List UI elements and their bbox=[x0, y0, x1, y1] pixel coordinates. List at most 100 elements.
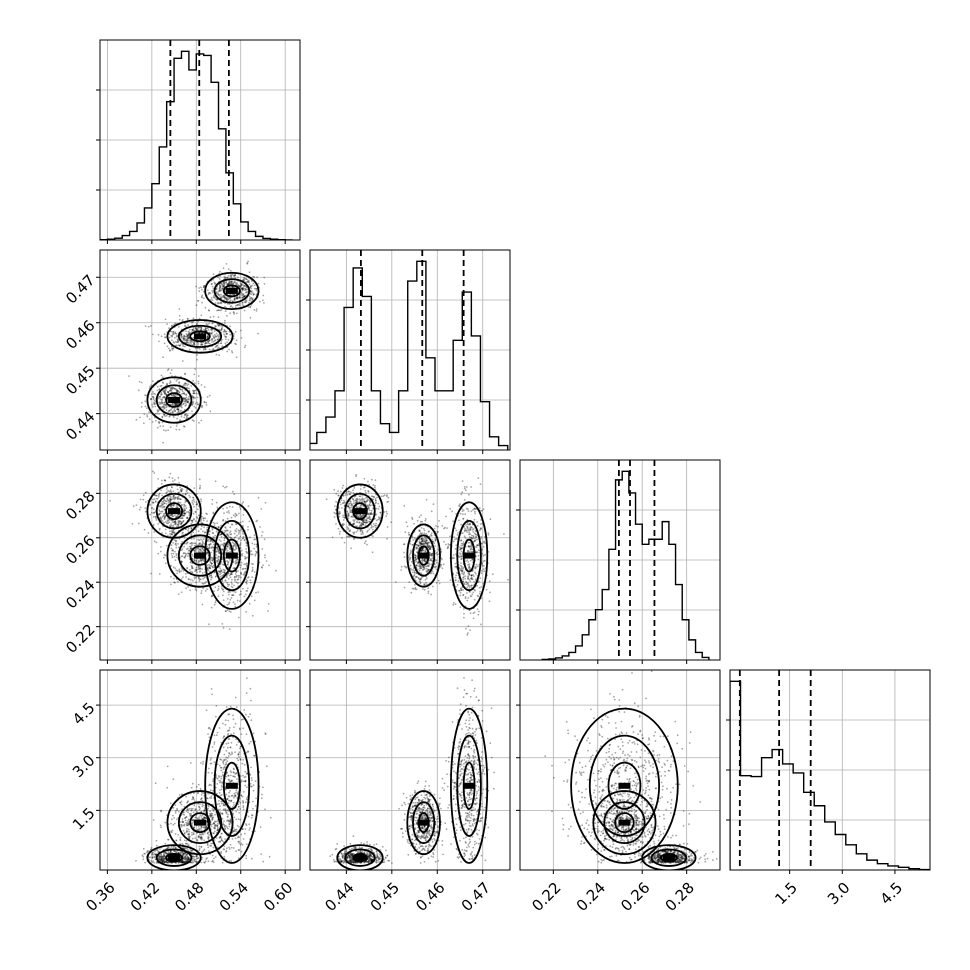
sample-point bbox=[172, 504, 175, 507]
sample-point bbox=[152, 395, 155, 398]
sample-point bbox=[179, 498, 182, 501]
sample-point bbox=[162, 441, 165, 444]
sample-point bbox=[463, 616, 465, 619]
sample-point bbox=[164, 392, 166, 395]
sample-point bbox=[419, 542, 422, 545]
sample-point bbox=[245, 300, 248, 303]
sample-point bbox=[360, 525, 363, 527]
sample-point bbox=[195, 569, 198, 572]
sample-point bbox=[160, 546, 162, 548]
sample-point bbox=[343, 541, 346, 544]
sample-point bbox=[463, 582, 465, 585]
sample-point bbox=[231, 578, 233, 581]
sample-point bbox=[186, 414, 188, 417]
sample-point bbox=[180, 334, 183, 337]
sample-point bbox=[425, 536, 428, 539]
sample-point bbox=[358, 500, 361, 503]
sample-point bbox=[184, 552, 187, 555]
sample-point bbox=[158, 513, 161, 516]
sample-point bbox=[263, 283, 266, 285]
sample-point bbox=[367, 517, 370, 519]
sample-point bbox=[436, 553, 439, 556]
sample-point bbox=[420, 540, 423, 543]
sample-point bbox=[207, 538, 210, 541]
contour-2-2 bbox=[222, 284, 241, 298]
contour-1-0 bbox=[166, 319, 234, 354]
sample-point bbox=[167, 490, 170, 492]
sample-point bbox=[267, 610, 269, 612]
panel-2-1 bbox=[306, 459, 511, 664]
sample-point bbox=[199, 542, 201, 544]
sample-point bbox=[188, 332, 191, 335]
sample-point bbox=[422, 549, 425, 552]
sample-point bbox=[233, 280, 236, 283]
sample-point bbox=[462, 594, 464, 596]
sample-point bbox=[472, 569, 474, 572]
sample-point bbox=[248, 602, 251, 605]
sample-point bbox=[451, 510, 453, 513]
sample-point bbox=[229, 305, 232, 308]
sample-point bbox=[201, 343, 204, 346]
sample-point bbox=[414, 583, 416, 586]
sample-point bbox=[176, 572, 179, 575]
sample-point bbox=[190, 534, 193, 537]
sample-point bbox=[166, 491, 168, 494]
sample-point bbox=[475, 551, 478, 554]
sample-point bbox=[242, 501, 245, 504]
sample-point bbox=[247, 306, 250, 308]
sample-point bbox=[167, 499, 170, 502]
sample-point bbox=[431, 553, 434, 556]
sample-point bbox=[214, 296, 216, 298]
sample-point bbox=[385, 510, 388, 513]
sample-point bbox=[183, 545, 186, 548]
sample-point bbox=[197, 326, 200, 329]
sample-point bbox=[209, 567, 212, 570]
sample-point bbox=[361, 497, 364, 499]
sample-point bbox=[247, 528, 249, 531]
sample-point bbox=[180, 334, 183, 336]
sample-point bbox=[459, 512, 462, 515]
sample-point bbox=[223, 569, 226, 572]
sample-point bbox=[186, 335, 189, 338]
sample-point bbox=[234, 591, 237, 594]
sample-point bbox=[216, 546, 219, 549]
sample-point bbox=[221, 587, 223, 590]
sample-point bbox=[221, 289, 224, 291]
sample-point bbox=[426, 544, 429, 547]
sample-point bbox=[435, 559, 438, 562]
sample-point bbox=[246, 262, 249, 265]
sample-point bbox=[173, 495, 175, 497]
sample-point bbox=[232, 514, 235, 517]
sample-point bbox=[417, 544, 420, 547]
sample-point bbox=[342, 514, 344, 517]
sample-point bbox=[193, 537, 195, 540]
sample-point bbox=[237, 574, 240, 577]
sample-point bbox=[192, 397, 195, 400]
sample-point bbox=[223, 295, 226, 298]
sample-point bbox=[460, 547, 463, 550]
sample-point bbox=[175, 380, 178, 382]
sample-point bbox=[233, 537, 236, 539]
sample-point bbox=[222, 588, 225, 591]
sample-point bbox=[152, 406, 154, 408]
sample-point bbox=[163, 397, 166, 399]
sample-point bbox=[196, 401, 199, 404]
sample-point bbox=[179, 498, 182, 500]
sample-point bbox=[236, 297, 238, 300]
sample-point bbox=[217, 292, 220, 295]
sample-point bbox=[197, 347, 199, 350]
sample-point bbox=[154, 402, 156, 405]
sample-point bbox=[163, 502, 166, 505]
sample-point bbox=[411, 544, 414, 546]
sample-point bbox=[211, 285, 214, 288]
sample-point bbox=[223, 329, 226, 332]
sample-point bbox=[183, 339, 186, 341]
sample-point bbox=[158, 527, 161, 530]
sample-point bbox=[429, 546, 432, 549]
sample-point bbox=[241, 296, 244, 299]
sample-point bbox=[199, 568, 202, 570]
sample-point bbox=[185, 399, 188, 402]
sample-point bbox=[199, 549, 202, 551]
sample-point bbox=[346, 510, 348, 513]
sample-point bbox=[459, 553, 462, 556]
